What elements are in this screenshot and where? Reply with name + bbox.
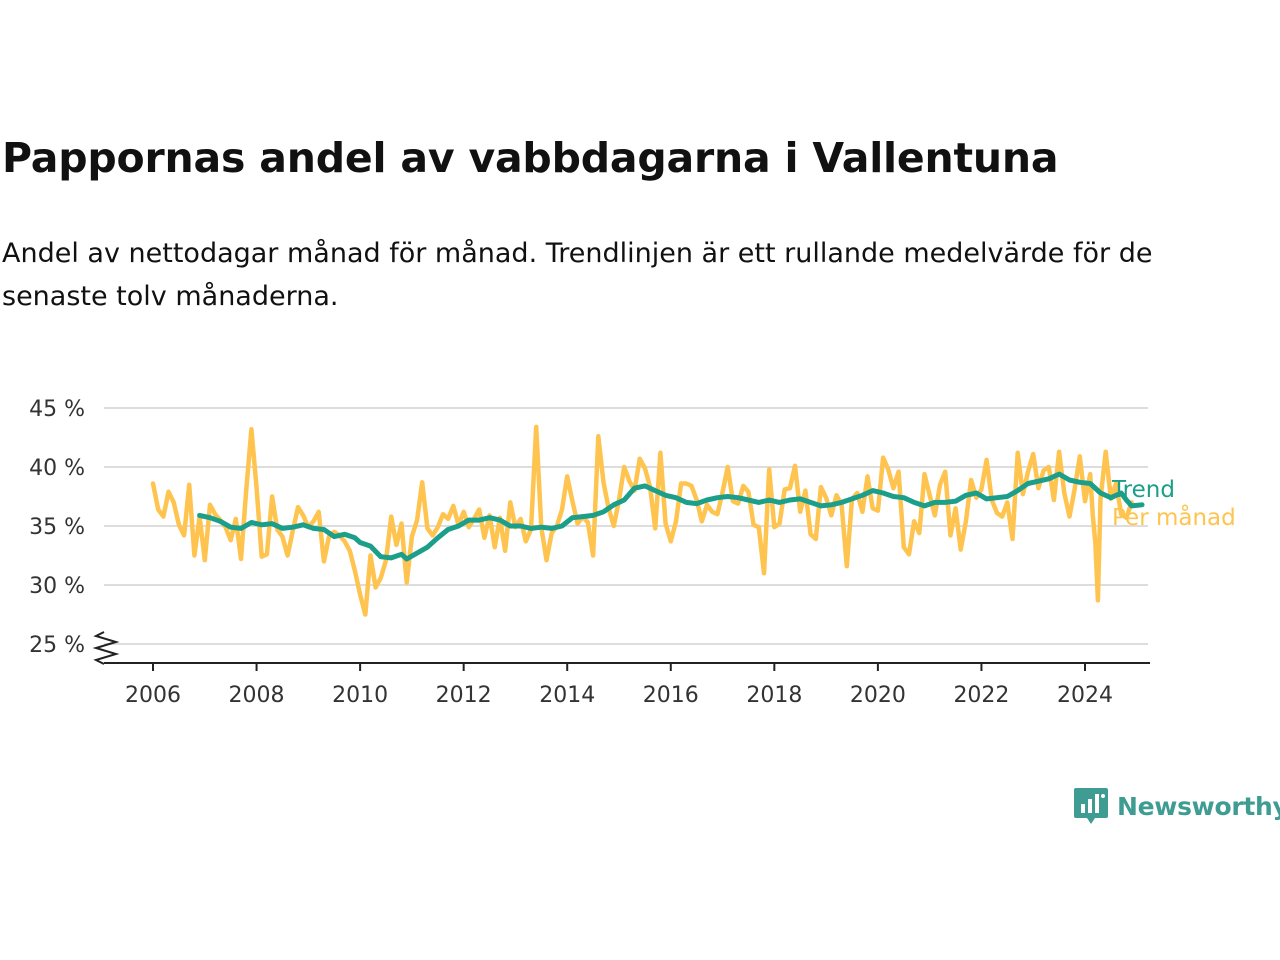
y-tick-label: 45 % [29, 397, 85, 422]
x-axis: 2006 2008 2010 2012 2014 2016 2018 2020 2022 2024 [104, 662, 1150, 708]
x-tick-label: 2024 [1057, 683, 1113, 708]
y-tick-label: 25 % [29, 633, 85, 658]
x-tick-label: 2008 [229, 683, 285, 708]
chart-title: Pappornas andel av vabbdagarna i Vallent… [2, 134, 1059, 182]
x-tick-label: 2018 [746, 683, 802, 708]
series-lines [150, 424, 1145, 617]
newsworthy-logo: Newsworthy [1073, 786, 1280, 826]
x-tick-label: 2016 [643, 683, 699, 708]
x-tick-label: 2022 [953, 683, 1009, 708]
series-line-trend [197, 471, 1145, 562]
y-tick-label: 40 % [29, 456, 85, 481]
x-tick-label: 2012 [436, 683, 492, 708]
y-tick-label: 30 % [29, 574, 85, 599]
series-label-monthly: Per månad [1112, 503, 1236, 531]
y-tick-label: 35 % [29, 515, 85, 540]
series-line-monthly [150, 424, 1134, 617]
newsworthy-logo-icon [1074, 788, 1108, 824]
x-tick-label: 2014 [539, 683, 595, 708]
series-label-trend: Trend [1111, 477, 1175, 503]
brand-name: Newsworthy [1117, 791, 1280, 821]
x-tick-label: 2010 [332, 683, 388, 708]
y-axis: 25 % 30 % 35 % 40 % 45 % [29, 397, 120, 665]
x-tick-label: 2020 [850, 683, 906, 708]
chart-subtitle: Andel av nettodagar månad för månad. Tre… [2, 238, 1153, 312]
axis-break-icon [92, 631, 120, 665]
x-tick-label: 2006 [125, 683, 181, 708]
